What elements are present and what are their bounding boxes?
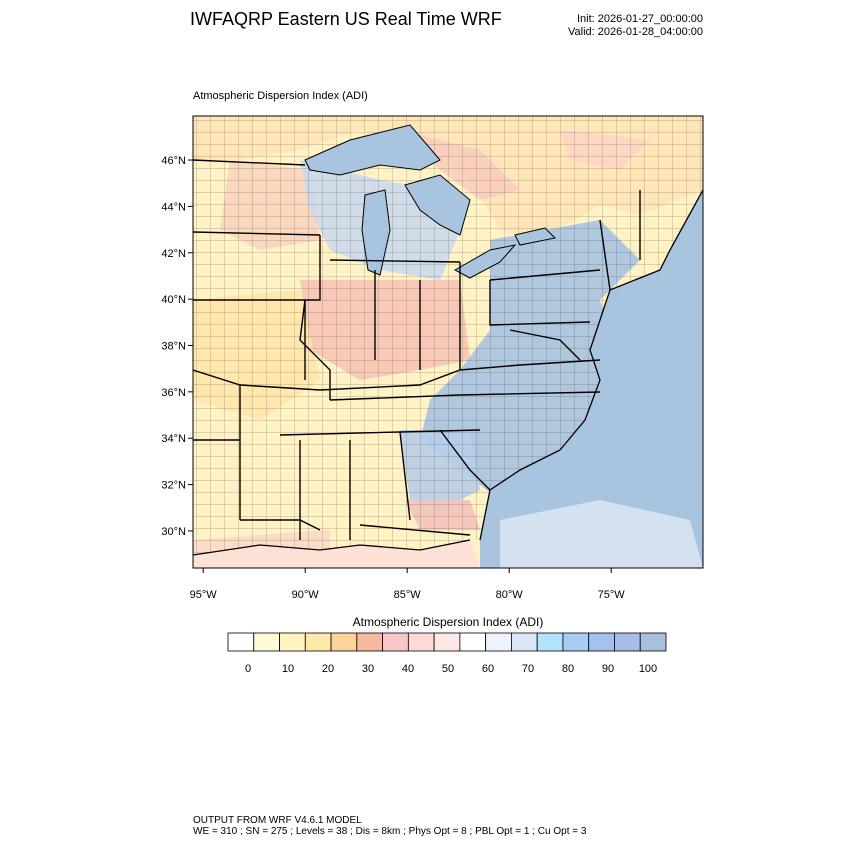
colorbar-tick-label: 90 xyxy=(602,663,614,675)
lat-tick-label: 34°N xyxy=(161,433,186,445)
lake-michigan xyxy=(361,189,391,276)
colorbar-tick-label: 100 xyxy=(639,663,657,675)
colorbar-cell xyxy=(433,632,461,652)
lat-tick-label: 44°N xyxy=(161,201,186,213)
adi-patch xyxy=(500,500,703,568)
lake-huron xyxy=(404,174,471,236)
colorbar-cell xyxy=(253,632,280,652)
colorbar-tick-label: 20 xyxy=(322,663,334,675)
time-info: Init: 2026-01-27_00:00:00 Valid: 2026-01… xyxy=(568,13,703,39)
colorbar-tick-label: 70 xyxy=(522,663,534,675)
lon-tick-label: 80°W xyxy=(496,589,524,601)
colorbar-cell xyxy=(511,632,538,652)
init-time: Init: 2026-01-27_00:00:00 xyxy=(577,13,703,25)
lat-tick-label: 38°N xyxy=(161,340,186,352)
lon-tick-label: 85°W xyxy=(394,589,422,601)
colorbar-cell xyxy=(382,632,409,652)
colorbar-tick-label: 80 xyxy=(562,663,574,675)
colorbar-tick-label: 0 xyxy=(245,663,251,675)
colorbar-cell xyxy=(459,632,487,652)
coastline xyxy=(479,189,703,541)
state-borders xyxy=(193,159,641,540)
lon-tick-label: 95°W xyxy=(190,589,218,601)
footer: OUTPUT FROM WRF V4.6.1 MODEL WE = 310 ; … xyxy=(193,815,586,837)
lat-tick-label: 40°N xyxy=(161,294,186,306)
colorbar-tick-label: 30 xyxy=(362,663,374,675)
colorbar-cell xyxy=(614,632,641,652)
panel-title: Atmospheric Dispersion Index (ADI) xyxy=(193,90,368,102)
colorbar-cell xyxy=(588,632,615,652)
valid-time: Valid: 2026-01-28_04:00:00 xyxy=(568,26,703,38)
colorbar-title: Atmospheric Dispersion Index (ADI) xyxy=(353,615,544,629)
lat-tick-label: 46°N xyxy=(161,155,186,167)
colorbar-cell xyxy=(304,632,332,652)
colorbar-tick-label: 10 xyxy=(282,663,294,675)
page-title: IWFAQRP Eastern US Real Time WRF xyxy=(190,9,502,29)
gulf-of-mexico xyxy=(193,540,480,568)
colorbar-cell xyxy=(227,632,255,652)
colorbar-cell xyxy=(485,632,512,652)
gulf-coastline xyxy=(193,539,471,556)
lon-tick-label: 90°W xyxy=(292,589,320,601)
county-lines xyxy=(193,116,703,555)
lake-ontario xyxy=(514,227,557,246)
colorbar-cell xyxy=(639,632,667,652)
latitude-axis: 46°N 44°N 42°N 40°N 38°N 36°N 34°N 32°N 30°N xyxy=(161,155,193,538)
lake-superior xyxy=(304,124,441,176)
map-frame xyxy=(192,115,704,569)
lon-tick-label: 75°W xyxy=(598,589,626,601)
lake-erie xyxy=(453,244,517,279)
lat-tick-label: 32°N xyxy=(161,480,186,492)
lat-tick-label: 36°N xyxy=(161,387,186,399)
lat-tick-label: 42°N xyxy=(161,248,186,260)
colorbar-cell xyxy=(562,632,590,652)
colorbar-cell xyxy=(536,632,564,652)
atlantic-ocean xyxy=(480,190,703,568)
colorbar-tick-label: 60 xyxy=(482,663,494,675)
map-area xyxy=(193,116,703,568)
colorbar-cell xyxy=(279,632,306,652)
lat-tick-label: 30°N xyxy=(161,526,186,538)
colorbar-tick-label: 40 xyxy=(402,663,414,675)
colorbar-labels: 0 10 20 30 40 50 60 70 80 90 100 xyxy=(245,663,657,675)
colorbar-cell xyxy=(330,632,358,652)
colorbar-cell xyxy=(407,632,435,652)
footer-params: WE = 310 ; SN = 275 ; Levels = 38 ; Dis … xyxy=(193,826,587,837)
colorbar-cell xyxy=(356,632,383,652)
longitude-axis: 95°W 90°W 85°W 80°W 75°W xyxy=(190,568,626,601)
colorbar xyxy=(227,632,667,652)
colorbar-tick-label: 50 xyxy=(442,663,454,675)
footer-model: OUTPUT FROM WRF V4.6.1 MODEL xyxy=(193,815,362,826)
